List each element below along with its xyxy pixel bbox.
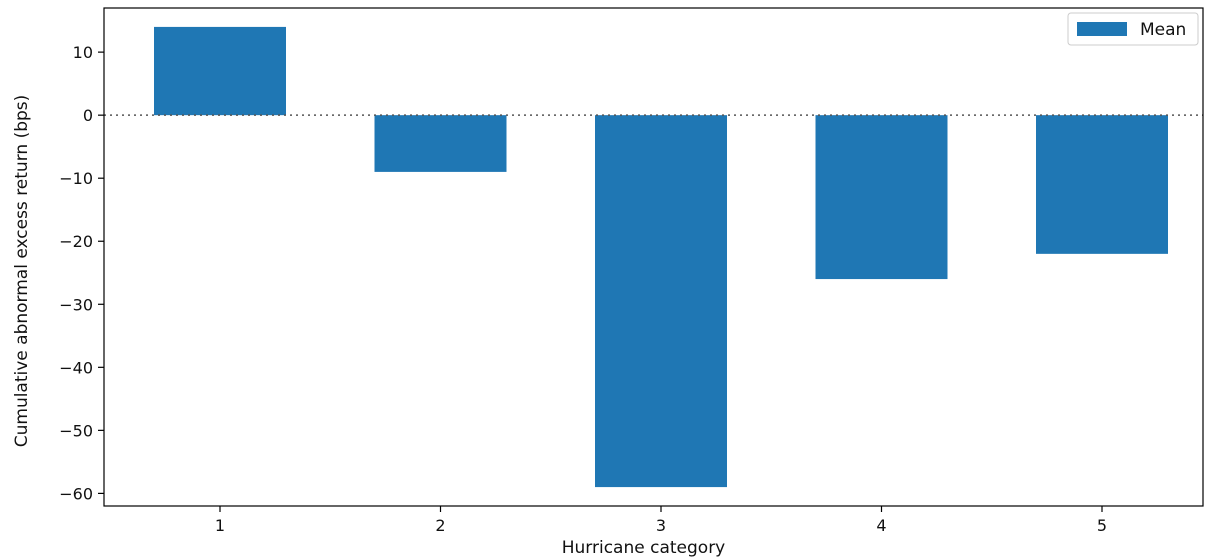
x-tick-label: 5 [1097, 516, 1107, 535]
plot-frame [103, 7, 1204, 507]
y-tick-label: −20 [59, 232, 93, 251]
y-tick-label: −40 [59, 358, 93, 377]
y-tick-label: −30 [59, 295, 93, 314]
y-tick-label: −50 [59, 421, 93, 440]
bar-category-2 [374, 115, 507, 172]
x-tick-label: 3 [656, 516, 666, 535]
y-tick-label: 10 [73, 43, 93, 62]
legend-swatch-mean [1077, 22, 1127, 36]
x-tick-label: 1 [215, 516, 225, 535]
bar-category-3 [595, 115, 727, 488]
legend: Mean [1067, 12, 1199, 46]
bar-category-5 [1036, 115, 1168, 254]
legend-label-mean: Mean [1140, 20, 1186, 40]
bar-category-4 [815, 115, 948, 280]
x-tick-label: 2 [435, 516, 445, 535]
y-axis-title: Cumulative abnormal excess return (bps) [12, 95, 32, 448]
y-tick-label: 0 [83, 106, 93, 125]
bars-group [154, 26, 1168, 488]
y-axis-ticks: 10 0 −10 −20 −30 −40 −50 −60 [59, 43, 104, 503]
legend-box [1067, 12, 1199, 46]
y-tick-label: −60 [59, 484, 93, 503]
x-axis-title: Hurricane category [562, 538, 726, 558]
y-tick-label: −10 [59, 169, 93, 188]
x-axis-ticks: 1 2 3 4 5 [215, 506, 1107, 535]
bar-category-1 [154, 26, 286, 116]
x-tick-label: 4 [876, 516, 886, 535]
